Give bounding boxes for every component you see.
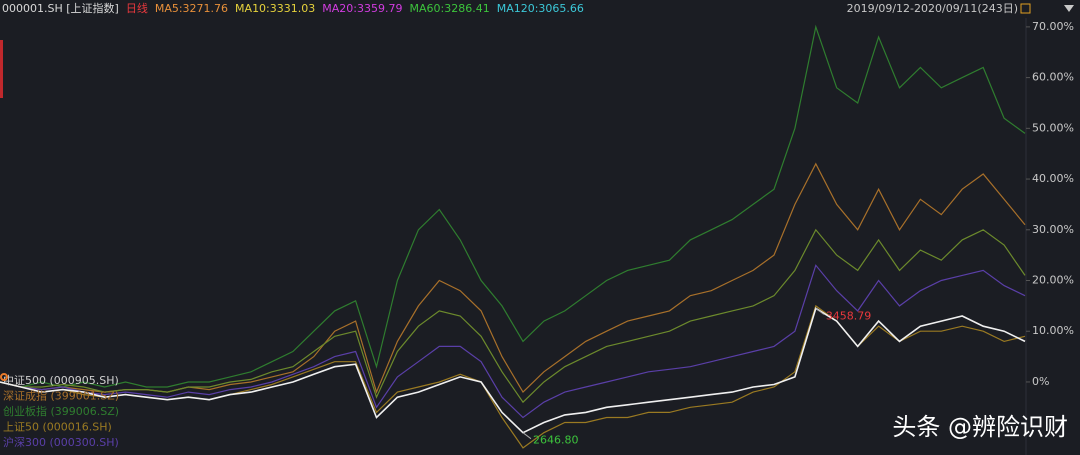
series-line — [0, 307, 1026, 434]
header-item: 000001.SH [上证指数] — [2, 1, 119, 15]
series-line — [0, 228, 1026, 404]
header-item: MA10:3331.03 — [235, 2, 315, 15]
legend-entry: 创业板指 (399006.SZ) — [3, 404, 119, 418]
header-item: MA5:3271.76 — [155, 2, 228, 15]
icon[interactable] — [1020, 3, 1031, 14]
legend-entry: 上证50 (000016.SH) — [3, 421, 112, 434]
side-marker — [0, 40, 3, 98]
legend-entry: 中证500 (000905.SH) — [3, 374, 119, 387]
header-item: MA120:3065.66 — [497, 2, 584, 15]
legend-marker — [0, 373, 8, 381]
y-tick-label: 20.00% — [1032, 274, 1074, 287]
y-tick-label: 40.00% — [1032, 172, 1074, 185]
y-tick-label: 50.00% — [1032, 121, 1074, 134]
date-range: 2019/09/12-2020/09/11(243日) — [847, 2, 1018, 15]
annotation: 2646.80 — [533, 434, 579, 447]
watermark: 头条 @辨险识财 — [892, 413, 1068, 441]
series-line — [0, 264, 1026, 419]
series-line — [0, 24, 1026, 388]
y-tick-label: 60.00% — [1032, 71, 1074, 84]
annotation-leader — [815, 308, 825, 315]
legend-entry: 沪深300 (000300.SH) — [3, 435, 119, 449]
legend-entry: 深证成指 (399001.SZ) — [3, 389, 119, 403]
y-tick-label: 10.00% — [1032, 324, 1074, 337]
header-item: MA20:3359.79 — [322, 2, 402, 15]
y-tick-label: 0% — [1032, 375, 1049, 388]
annotation: 3458.79 — [826, 309, 872, 322]
dropdown[interactable] — [1064, 5, 1074, 12]
header-item: MA60:3286.41 — [409, 2, 489, 15]
y-tick-label: 70.00% — [1032, 20, 1074, 33]
annotation-leader — [522, 432, 532, 440]
y-tick-label: 30.00% — [1032, 223, 1074, 236]
header-item: 日线 — [126, 1, 148, 15]
